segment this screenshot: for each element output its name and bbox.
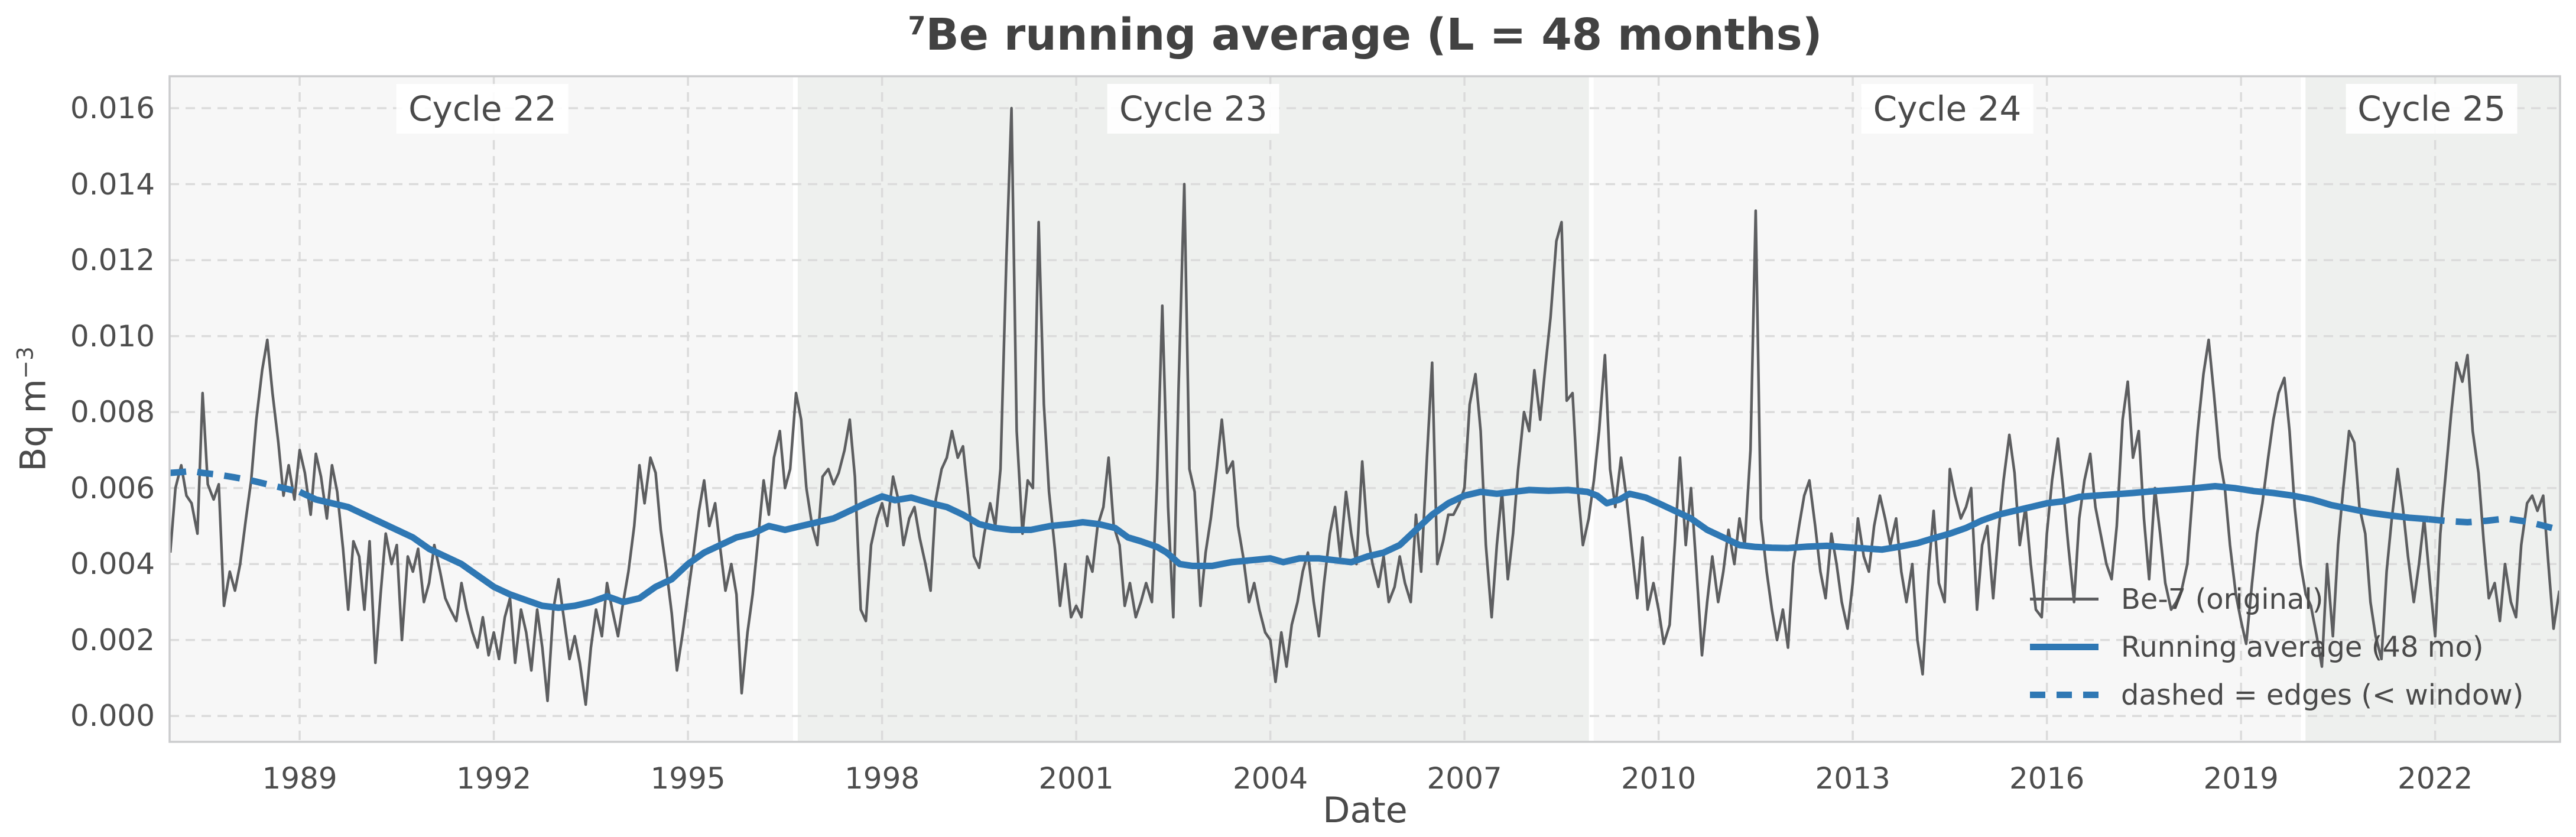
x-tick-label: 2013 [1815, 761, 1890, 796]
x-axis-label: Date [1323, 790, 1408, 831]
y-tick-label: 0.014 [70, 167, 155, 202]
gray-line-swatch-icon [2030, 598, 2099, 601]
x-tick-label: 2001 [1038, 761, 1114, 796]
title-superscript: 7 [908, 11, 926, 41]
be7-original-line [168, 106, 2561, 706]
legend-item-average: Running average (48 mo) [2030, 623, 2523, 671]
x-tick-label: 2019 [2203, 761, 2279, 796]
x-tick-label: 2022 [2398, 761, 2473, 796]
cycle-25-label: Cycle 25 [2346, 84, 2517, 134]
blue-line-swatch-icon [2030, 644, 2099, 650]
plot-border [168, 75, 2561, 743]
x-tick-label: 1989 [262, 761, 337, 796]
x-tick-label: 2007 [1427, 761, 1502, 796]
running-average-dashed-head [170, 468, 301, 495]
legend-item-original: Be-7 (original) [2030, 575, 2523, 623]
dashed-line-swatch-icon [2030, 692, 2099, 698]
title-text: Be running average (L = 48 months) [925, 9, 1823, 60]
y-tick-label: 0.004 [70, 547, 155, 582]
legend-label-original: Be-7 (original) [2121, 582, 2324, 616]
y-tick-label: 0.008 [70, 395, 155, 430]
cycle-24-label: Cycle 24 [1861, 84, 2033, 134]
legend-label-average: Running average (48 mo) [2121, 630, 2484, 664]
y-tick-label: 0.006 [70, 471, 155, 505]
legend-item-edges: dashed = edges (< window) [2030, 671, 2523, 719]
cycle-shading-band [2303, 76, 2560, 742]
chart-title: 7Be running average (L = 48 months) [908, 9, 1822, 60]
x-tick-label: 1992 [456, 761, 532, 796]
x-tick-label: 2004 [1233, 761, 1308, 796]
cycle-22-label: Cycle 22 [397, 84, 569, 134]
y-tick-label: 0.010 [70, 319, 155, 353]
y-tick-label: 0.012 [70, 243, 155, 278]
x-tick-label: 2016 [2009, 761, 2085, 796]
y-tick-label: 0.000 [70, 699, 155, 734]
y-tick-label: 0.016 [70, 90, 155, 125]
cycle-23-label: Cycle 23 [1107, 84, 1279, 134]
cycle-boundary-separator [1589, 76, 1594, 742]
x-tick-label: 1995 [650, 761, 726, 796]
legend-label-edges: dashed = edges (< window) [2121, 678, 2524, 712]
running-average-dashed-tail [2428, 515, 2561, 533]
x-tick-label: 2010 [1621, 761, 1697, 796]
y-tick-label: 0.002 [70, 622, 155, 657]
running-average-line [298, 483, 2429, 611]
legend: Be-7 (original) Running average (48 mo) … [2030, 575, 2523, 719]
x-tick-label: 1998 [844, 761, 920, 796]
cycle-boundary-separator [2301, 76, 2306, 742]
cycle-shading-band [795, 76, 1591, 742]
